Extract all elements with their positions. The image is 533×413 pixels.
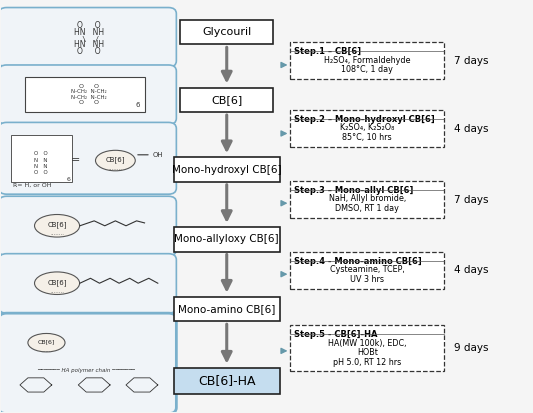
- Text: H₂SO₄, Formaldehyde: H₂SO₄, Formaldehyde: [324, 55, 410, 64]
- Text: 6: 6: [135, 102, 140, 108]
- Text: =: =: [71, 156, 80, 166]
- FancyBboxPatch shape: [290, 181, 444, 218]
- FancyBboxPatch shape: [180, 88, 273, 112]
- FancyBboxPatch shape: [0, 196, 176, 256]
- Ellipse shape: [95, 150, 135, 171]
- Text: UV 3 hrs: UV 3 hrs: [350, 275, 384, 284]
- FancyBboxPatch shape: [290, 110, 444, 147]
- Text: HN   NH: HN NH: [74, 40, 104, 49]
- FancyBboxPatch shape: [290, 325, 444, 370]
- Text: CB[6]: CB[6]: [47, 222, 67, 228]
- FancyBboxPatch shape: [174, 227, 280, 252]
- Text: O     O: O O: [79, 100, 99, 105]
- Text: K₂SO₄, K₂S₂O₈: K₂SO₄, K₂S₂O₈: [340, 123, 394, 132]
- Text: 7 days: 7 days: [454, 56, 488, 66]
- Text: Glycouril: Glycouril: [202, 27, 252, 37]
- Text: Step.1 – CB[6]: Step.1 – CB[6]: [294, 47, 361, 56]
- Text: 4 days: 4 days: [454, 123, 488, 133]
- Text: N   N: N N: [35, 158, 48, 163]
- FancyBboxPatch shape: [25, 77, 144, 112]
- Text: \  /: \ /: [78, 36, 100, 42]
- FancyBboxPatch shape: [174, 368, 280, 394]
- Text: O     O: O O: [77, 47, 101, 56]
- Text: OH: OH: [152, 152, 163, 158]
- Text: ........: ........: [108, 166, 123, 171]
- FancyBboxPatch shape: [0, 313, 176, 413]
- Text: CB[6]-HA: CB[6]-HA: [198, 374, 255, 387]
- Text: Mono-hydroxyl CB[6]: Mono-hydroxyl CB[6]: [172, 164, 281, 175]
- Text: CB[6]: CB[6]: [47, 279, 67, 286]
- FancyBboxPatch shape: [174, 297, 280, 321]
- Text: Mono-amino CB[6]: Mono-amino CB[6]: [178, 304, 276, 314]
- Text: R= H, or OH: R= H, or OH: [13, 183, 52, 188]
- Text: N-CH₂  N-CH₂: N-CH₂ N-CH₂: [71, 89, 107, 94]
- Text: Step.4 - Mono-amino CB[6]: Step.4 - Mono-amino CB[6]: [294, 256, 421, 266]
- Text: Step.5 - CB[6]-HA: Step.5 - CB[6]-HA: [294, 330, 377, 339]
- Text: Mono-allyloxy CB[6]: Mono-allyloxy CB[6]: [174, 234, 279, 244]
- Text: CB[6]: CB[6]: [211, 95, 243, 105]
- Text: ........: ........: [50, 231, 64, 237]
- Text: N-CH₂  N-CH₂: N-CH₂ N-CH₂: [71, 95, 107, 100]
- Text: HOBt: HOBt: [357, 349, 378, 357]
- Ellipse shape: [35, 214, 79, 237]
- Text: pH 5.0, RT 12 hrs: pH 5.0, RT 12 hrs: [333, 358, 401, 367]
- Text: ........: ........: [50, 289, 64, 294]
- Text: N   N: N N: [35, 164, 48, 169]
- FancyBboxPatch shape: [0, 122, 176, 194]
- Text: O   O: O O: [34, 152, 48, 157]
- Text: O   O: O O: [34, 170, 48, 175]
- FancyBboxPatch shape: [290, 252, 444, 289]
- Text: NaH, Allyl bromide,: NaH, Allyl bromide,: [329, 194, 406, 203]
- FancyBboxPatch shape: [11, 135, 72, 182]
- Text: O     O: O O: [77, 21, 101, 30]
- Text: 6: 6: [66, 177, 70, 182]
- Text: HA(MW 100k), EDC,: HA(MW 100k), EDC,: [328, 339, 407, 348]
- FancyBboxPatch shape: [0, 254, 176, 313]
- FancyBboxPatch shape: [174, 157, 280, 182]
- Text: 108°C, 1 day: 108°C, 1 day: [341, 65, 393, 74]
- FancyBboxPatch shape: [290, 43, 444, 79]
- Ellipse shape: [28, 333, 65, 352]
- Text: Cysteamine, TCEP,: Cysteamine, TCEP,: [330, 265, 405, 274]
- Ellipse shape: [35, 272, 79, 294]
- Text: ─────── HA polymer chain ───────: ─────── HA polymer chain ───────: [37, 368, 135, 373]
- Text: 85°C, 10 hrs: 85°C, 10 hrs: [342, 133, 392, 142]
- Text: 4 days: 4 days: [454, 265, 488, 275]
- Text: 7 days: 7 days: [454, 195, 488, 204]
- Text: ......: ......: [42, 348, 51, 353]
- FancyBboxPatch shape: [0, 65, 176, 124]
- Text: O     O: O O: [79, 84, 99, 89]
- Text: HN   NH: HN NH: [74, 28, 104, 38]
- Text: Step.3 – Mono-allyl CB[6]: Step.3 – Mono-allyl CB[6]: [294, 186, 413, 195]
- Text: CB[6]: CB[6]: [38, 340, 55, 345]
- FancyBboxPatch shape: [0, 7, 176, 67]
- Text: Step.2 – Mono-hydroxyl CB[6]: Step.2 – Mono-hydroxyl CB[6]: [294, 115, 434, 124]
- Text: 9 days: 9 days: [454, 343, 488, 353]
- FancyBboxPatch shape: [180, 20, 273, 45]
- Text: CB[6]: CB[6]: [106, 157, 125, 163]
- Text: DMSO, RT 1 day: DMSO, RT 1 day: [335, 204, 399, 213]
